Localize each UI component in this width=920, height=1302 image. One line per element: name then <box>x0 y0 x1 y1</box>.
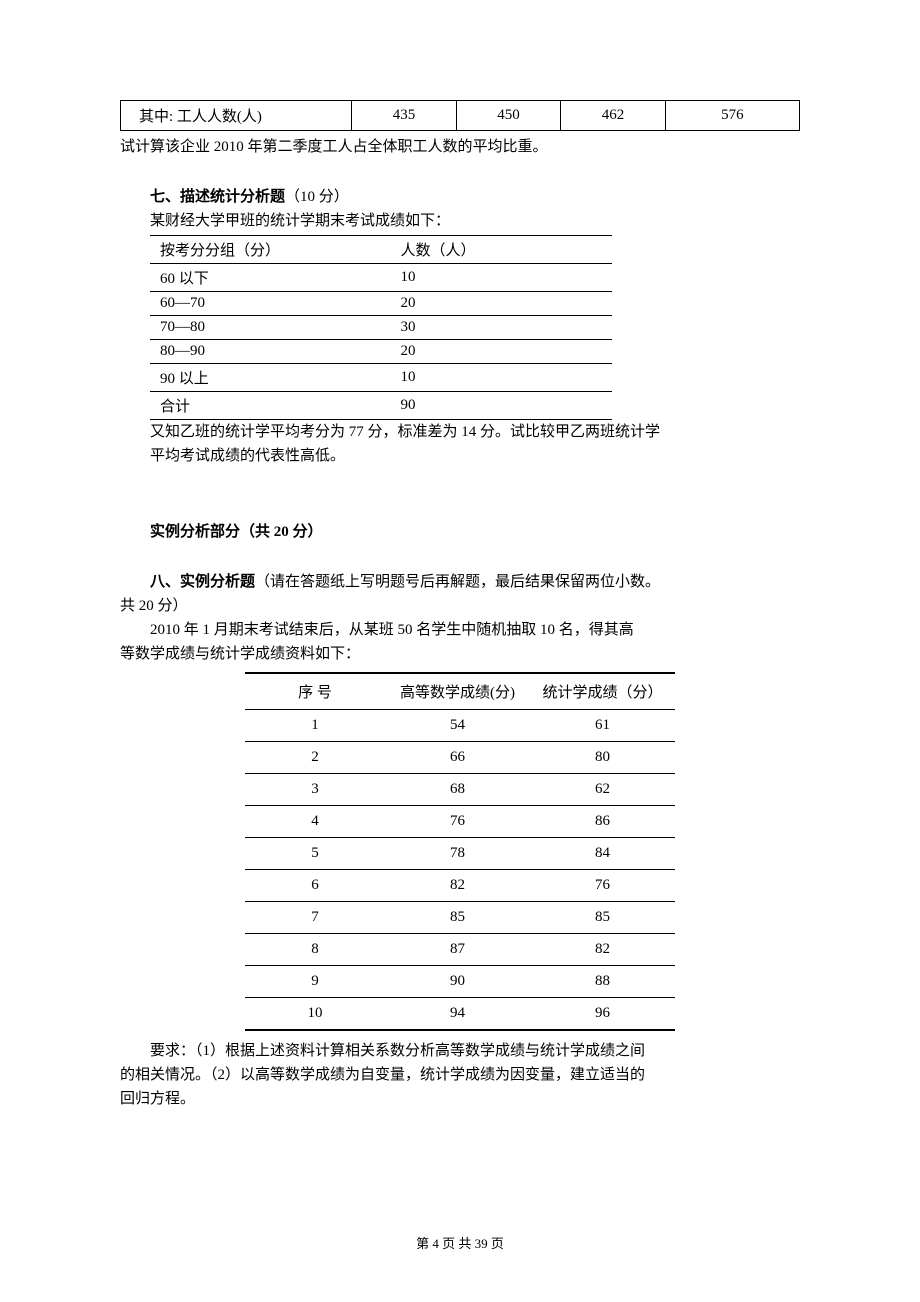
cell: 68 <box>385 774 530 806</box>
cell: 6 <box>245 870 385 902</box>
cell: 96 <box>530 998 675 1031</box>
scores-data-table: 序 号 高等数学成绩(分) 统计学成绩（分） 15461 26680 36862… <box>245 672 675 1031</box>
table-row: 合计90 <box>150 392 612 420</box>
cell: 10 <box>245 998 385 1031</box>
cell: 20 <box>390 292 612 316</box>
cell: 4 <box>245 806 385 838</box>
cell: 82 <box>530 934 675 966</box>
section-title: 七、描述统计分析题 <box>150 189 285 205</box>
workers-table: 其中: 工人人数(人) 435 450 462 576 <box>120 100 800 131</box>
cell: 合计 <box>150 392 390 420</box>
cell: 90 以上 <box>150 364 390 392</box>
requirements-3: 回归方程。 <box>120 1087 800 1111</box>
col-header: 高等数学成绩(分) <box>385 673 530 710</box>
section-7-heading: 七、描述统计分析题（10 分） <box>150 185 800 209</box>
cell: 62 <box>530 774 675 806</box>
cell: 576 <box>665 101 799 131</box>
cell: 7 <box>245 902 385 934</box>
cell: 87 <box>385 934 530 966</box>
table-row: 15461 <box>245 710 675 742</box>
cell: 70—80 <box>150 316 390 340</box>
col-header: 统计学成绩（分） <box>530 673 675 710</box>
cell: 435 <box>352 101 456 131</box>
table-row: 47686 <box>245 806 675 838</box>
cell: 60—70 <box>150 292 390 316</box>
section-7-after-1: 又知乙班的统计学平均考分为 77 分，标准差为 14 分。试比较甲乙两班统计学 <box>150 420 800 444</box>
cell: 2 <box>245 742 385 774</box>
cell: 66 <box>385 742 530 774</box>
cell: 76 <box>385 806 530 838</box>
cell: 8 <box>245 934 385 966</box>
cell: 54 <box>385 710 530 742</box>
section-title: 八、实例分析题 <box>150 574 255 590</box>
table-header-row: 序 号 高等数学成绩(分) 统计学成绩（分） <box>245 673 675 710</box>
cell: 5 <box>245 838 385 870</box>
case-section-title: 实例分析部分（共 20 分） <box>150 520 800 544</box>
score-distribution-table: 按考分分组（分） 人数（人） 60 以下10 60—7020 70—8030 8… <box>150 235 612 420</box>
section-8-instr2: 共 20 分） <box>120 594 800 618</box>
cell: 80—90 <box>150 340 390 364</box>
cell: 30 <box>390 316 612 340</box>
section-8-body1: 2010 年 1 月期末考试结束后，从某班 50 名学生中随机抽取 10 名，得… <box>120 618 800 642</box>
table-row: 60—7020 <box>150 292 612 316</box>
cell: 60 以下 <box>150 264 390 292</box>
cell: 61 <box>530 710 675 742</box>
table-row: 90 以上10 <box>150 364 612 392</box>
table-row: 78585 <box>245 902 675 934</box>
cell: 85 <box>530 902 675 934</box>
requirements-2: 的相关情况。（2）以高等数学成绩为自变量，统计学成绩为因变量，建立适当的 <box>120 1063 800 1087</box>
col-header: 序 号 <box>245 673 385 710</box>
section-8-body2: 等数学成绩与统计学成绩资料如下： <box>120 642 800 666</box>
row-label: 其中: 工人人数(人) <box>121 101 352 131</box>
table-row: 26680 <box>245 742 675 774</box>
section-points: （10 分） <box>285 189 349 205</box>
section-7-after-2: 平均考试成绩的代表性高低。 <box>150 444 800 468</box>
section-7-intro: 某财经大学甲班的统计学期末考试成绩如下： <box>120 209 800 233</box>
section-instr: （请在答题纸上写明题号后再解题，最后结果保留两位小数。 <box>255 574 660 590</box>
section-8-heading: 八、实例分析题（请在答题纸上写明题号后再解题，最后结果保留两位小数。 <box>150 570 800 594</box>
cell: 82 <box>385 870 530 902</box>
table-header-row: 按考分分组（分） 人数（人） <box>150 236 612 264</box>
cell: 450 <box>456 101 560 131</box>
cell: 10 <box>390 364 612 392</box>
cell: 9 <box>245 966 385 998</box>
table-row: 36862 <box>245 774 675 806</box>
table-row: 68276 <box>245 870 675 902</box>
cell: 76 <box>530 870 675 902</box>
cell: 78 <box>385 838 530 870</box>
cell: 90 <box>385 966 530 998</box>
cell: 1 <box>245 710 385 742</box>
table-row: 99088 <box>245 966 675 998</box>
cell: 80 <box>530 742 675 774</box>
requirements-1: 要求：（1）根据上述资料计算相关系数分析高等数学成绩与统计学成绩之间 <box>120 1039 800 1063</box>
cell: 86 <box>530 806 675 838</box>
table-row: 70—8030 <box>150 316 612 340</box>
table-row: 88782 <box>245 934 675 966</box>
table-row: 80—9020 <box>150 340 612 364</box>
table-row: 57884 <box>245 838 675 870</box>
cell: 85 <box>385 902 530 934</box>
cell: 20 <box>390 340 612 364</box>
cell: 94 <box>385 998 530 1031</box>
cell: 3 <box>245 774 385 806</box>
table-row: 109496 <box>245 998 675 1031</box>
table-row: 60 以下10 <box>150 264 612 292</box>
cell: 88 <box>530 966 675 998</box>
col-header: 按考分分组（分） <box>150 236 390 264</box>
document-page: 其中: 工人人数(人) 435 450 462 576 试计算该企业 2010 … <box>0 0 920 1302</box>
col-header: 人数（人） <box>390 236 612 264</box>
page-footer: 第 4 页 共 39 页 <box>0 1233 920 1252</box>
cell: 462 <box>561 101 665 131</box>
cell: 10 <box>390 264 612 292</box>
cell: 84 <box>530 838 675 870</box>
table-row: 其中: 工人人数(人) 435 450 462 576 <box>121 101 800 131</box>
cell: 90 <box>390 392 612 420</box>
question-text: 试计算该企业 2010 年第二季度工人占全体职工人数的平均比重。 <box>120 135 800 159</box>
